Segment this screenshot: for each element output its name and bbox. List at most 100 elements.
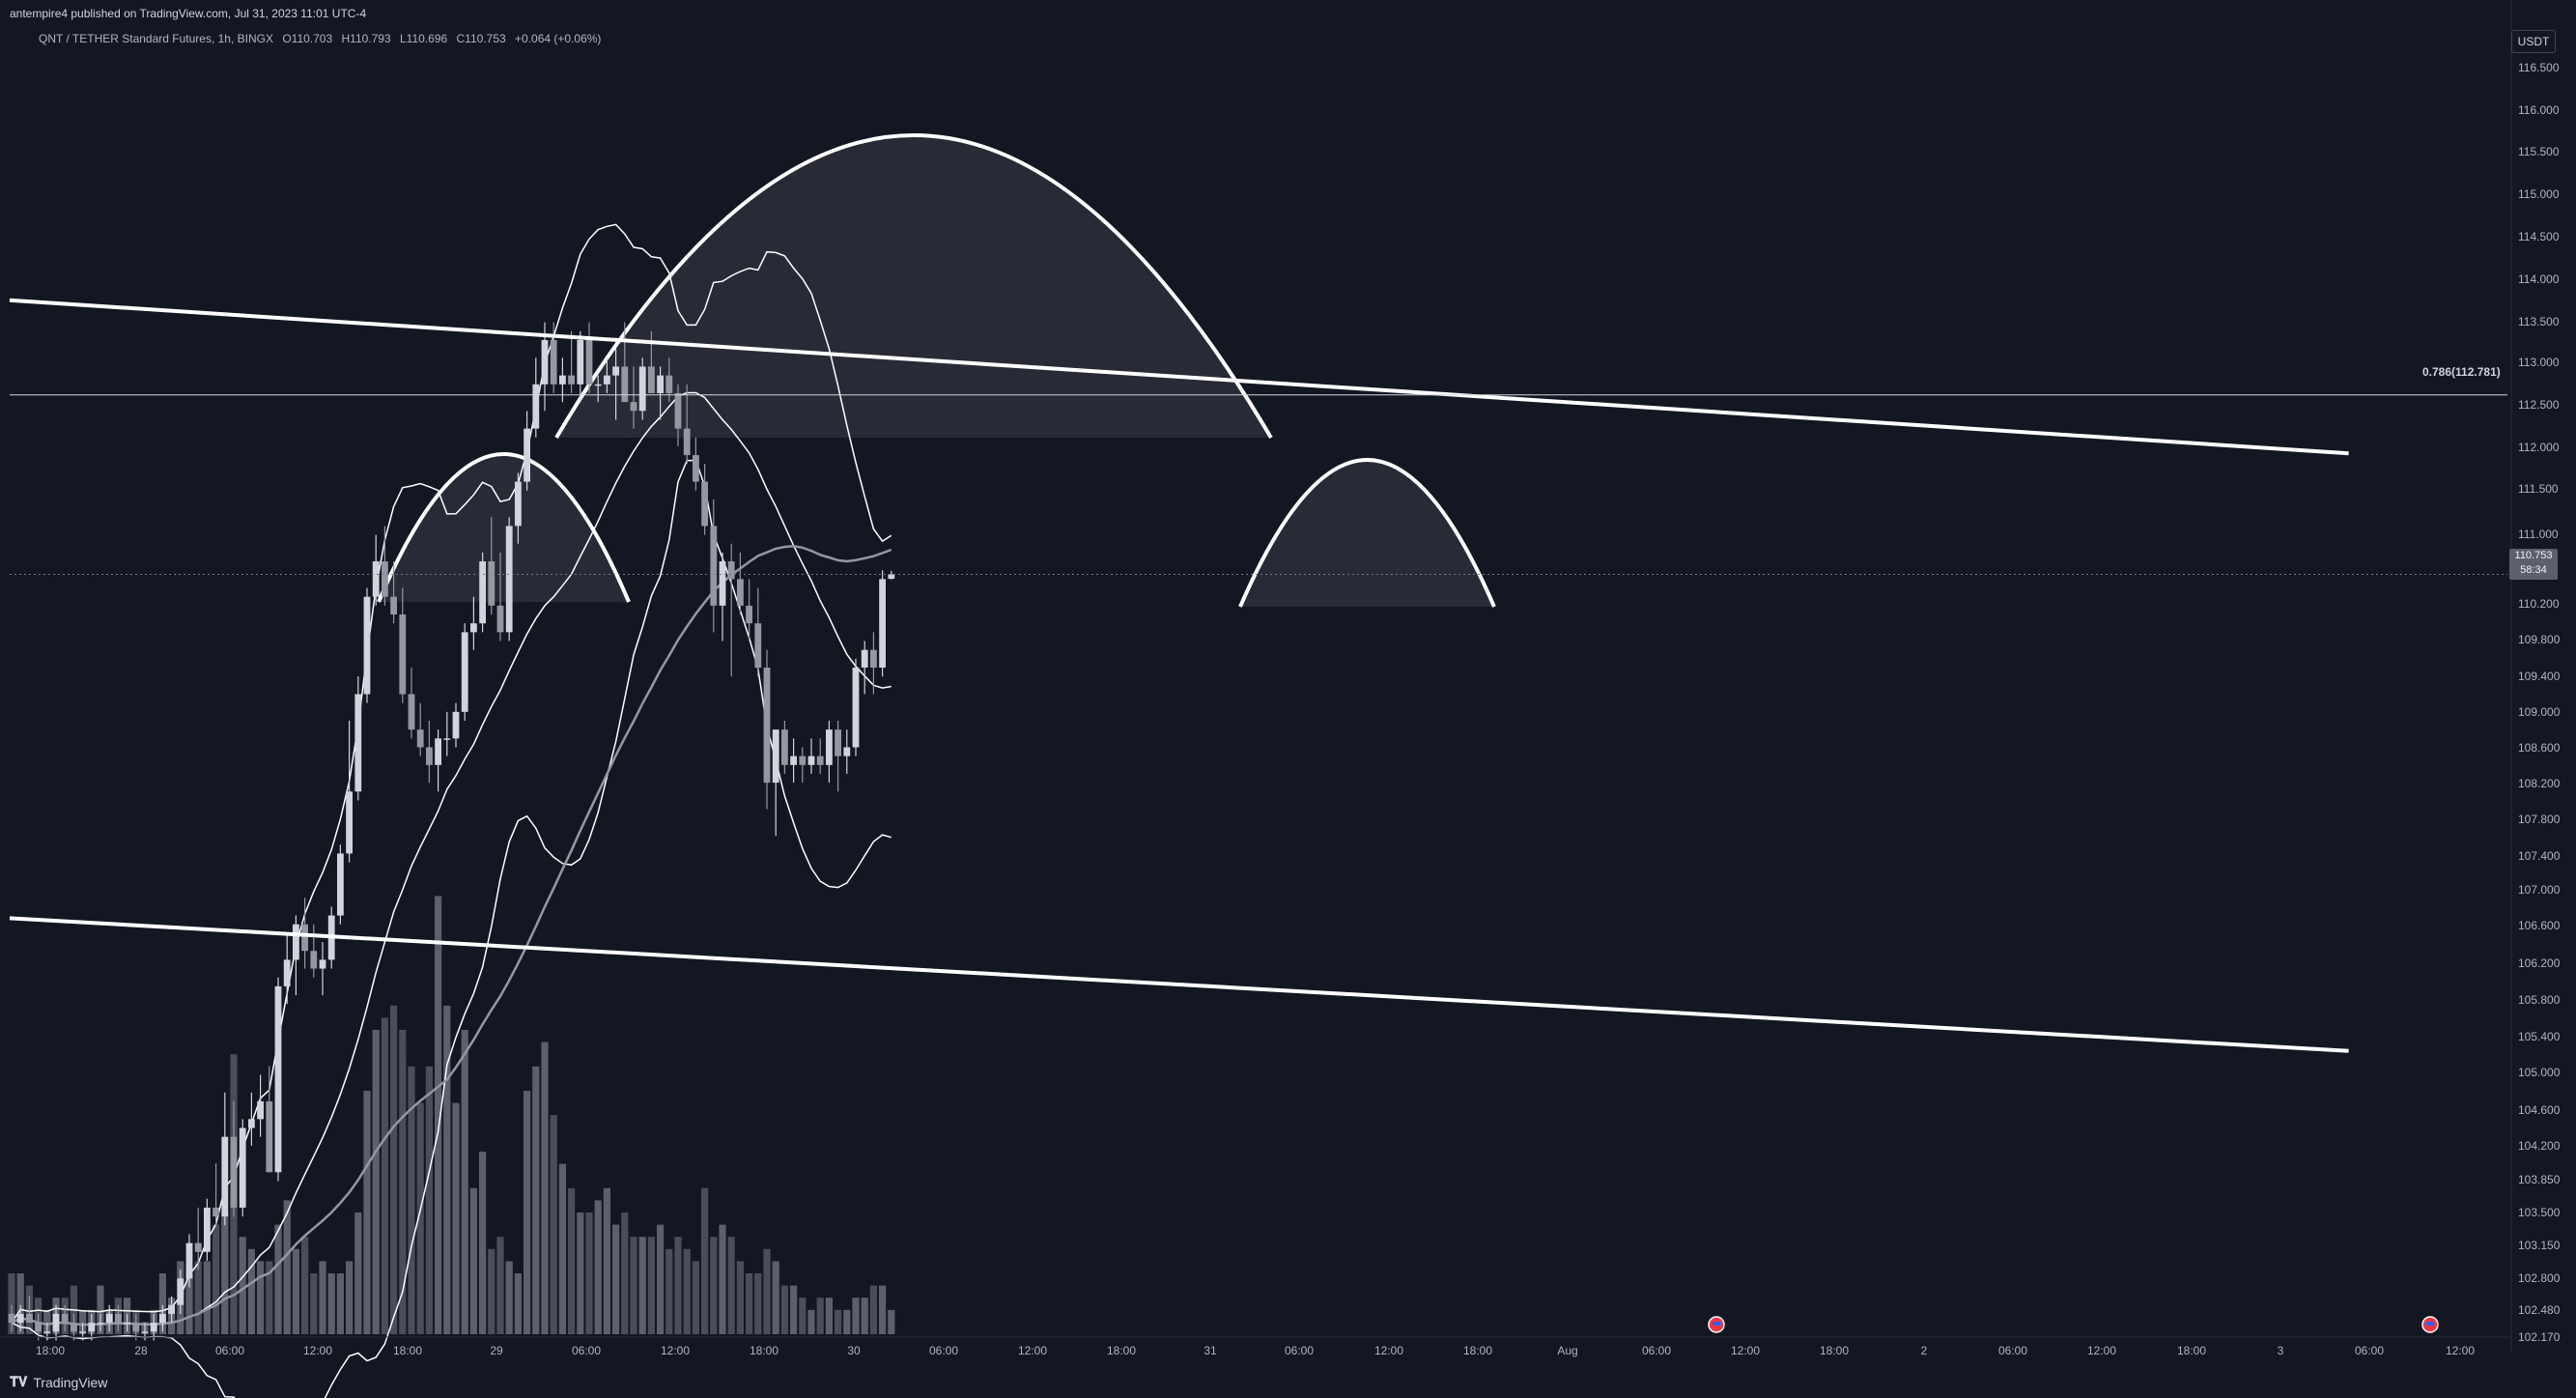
candle-body: [816, 756, 824, 765]
arc-shape-outline: [377, 452, 631, 603]
candle-body: [870, 649, 877, 669]
time-tick-label: 18:00: [2177, 1344, 2206, 1357]
volume-bar: [239, 1237, 246, 1334]
price-tick-label: 107.000: [2518, 883, 2561, 897]
price-tick-label: 107.400: [2518, 849, 2561, 863]
volume-bar: [435, 896, 442, 1334]
volume-bar: [825, 1298, 833, 1334]
candle-body: [461, 632, 468, 712]
candle-body: [710, 526, 718, 606]
volume-bar: [327, 1273, 335, 1334]
candle-body: [257, 1101, 264, 1120]
volume-bar: [665, 1248, 673, 1334]
candlesticks: [8, 322, 895, 1341]
candle-body: [372, 561, 380, 597]
legend-symbol[interactable]: QNT / TETHER Standard Futures, 1h, BINGX: [39, 32, 273, 45]
volume-bar: [585, 1213, 593, 1334]
candle-body: [594, 384, 602, 386]
candle-body: [772, 729, 779, 784]
price-tick-label: 102.480: [2518, 1303, 2561, 1317]
price-tick-label: 104.600: [2518, 1103, 2561, 1117]
candle-body: [141, 1331, 149, 1333]
volume-bar: [861, 1298, 868, 1334]
volume-bar: [496, 1237, 504, 1334]
candle-body: [638, 366, 646, 412]
volume-bar: [416, 1102, 424, 1334]
indicator-lines: [11, 223, 892, 1398]
volume-bar: [390, 1005, 398, 1334]
candle-body: [470, 623, 477, 633]
volume-bar: [647, 1237, 655, 1334]
currency-unit-badge[interactable]: USDT: [2511, 30, 2556, 53]
candle-body: [835, 729, 841, 756]
volume-bar: [185, 1273, 193, 1334]
candle-body: [221, 1136, 229, 1217]
time-tick-label: 12:00: [1731, 1344, 1760, 1357]
volume-bar: [869, 1285, 877, 1334]
candle-body: [674, 392, 682, 429]
price-tick-label: 116.000: [2518, 103, 2560, 117]
volume-bar: [594, 1200, 602, 1334]
time-tick-label: 06:00: [572, 1344, 601, 1357]
trend-line: [9, 916, 2349, 1053]
volume-bar: [852, 1298, 860, 1334]
volume-bar: [488, 1248, 495, 1334]
volume-bar: [479, 1152, 487, 1334]
candle-body: [852, 668, 860, 748]
volume-bar: [266, 1261, 273, 1334]
candle-body: [524, 428, 530, 482]
volume-bar: [701, 1187, 709, 1334]
volume-bar: [532, 1066, 540, 1334]
time-tick-label: 18:00: [393, 1344, 422, 1357]
volume-bar: [158, 1273, 166, 1334]
volume-bar: [816, 1298, 824, 1334]
price-tick-label: 113.000: [2518, 356, 2560, 369]
volume-bar: [603, 1187, 610, 1334]
volume-bar: [799, 1298, 807, 1334]
price-tick-label: 105.400: [2518, 1030, 2561, 1043]
price-tick-label: 116.500: [2518, 61, 2560, 74]
candle-body: [630, 402, 637, 412]
candle-body: [435, 738, 441, 765]
price-tick-label: 113.500: [2518, 315, 2560, 328]
time-tick-label: 3: [2278, 1344, 2284, 1357]
candle-body: [194, 1242, 202, 1252]
volume-bar: [43, 1309, 51, 1334]
candle-body: [693, 455, 699, 482]
time-tick-label: 12:00: [1018, 1344, 1047, 1357]
time-tick-label: 2: [1921, 1344, 1928, 1357]
candle-body: [97, 1323, 104, 1325]
candle-body: [124, 1323, 130, 1325]
legend-low: L110.696: [400, 32, 448, 45]
candle-body: [43, 1331, 51, 1333]
candle-body: [132, 1323, 140, 1332]
last-price-value: 110.753: [2514, 550, 2553, 561]
time-tick-label: 18:00: [750, 1344, 778, 1357]
volume-bar: [754, 1273, 762, 1334]
volume-bar: [247, 1248, 255, 1334]
candle-body: [648, 366, 655, 393]
price-tick-label: 108.600: [2518, 741, 2561, 755]
candle-body: [496, 605, 504, 633]
price-tick-label: 102.800: [2518, 1271, 2561, 1285]
time-tick-label: 28: [134, 1344, 148, 1357]
volume-bar: [541, 1041, 549, 1334]
candle-body: [665, 375, 673, 393]
candle-body: [541, 339, 549, 385]
price-tick-label: 109.000: [2518, 705, 2561, 719]
candle-body: [319, 959, 326, 969]
price-tick-label: 110.200: [2518, 597, 2560, 611]
volume-bar: [719, 1224, 726, 1334]
volume-bar: [524, 1091, 531, 1334]
volume-bar: [461, 1030, 468, 1334]
candle-body: [382, 561, 388, 597]
candle-body: [488, 561, 495, 606]
time-tick-label: 30: [847, 1344, 861, 1357]
volume-bar: [621, 1213, 629, 1334]
volume-bar: [763, 1248, 771, 1334]
candle-body: [727, 561, 735, 580]
price-tick-label: 102.170: [2518, 1330, 2561, 1344]
candle-body: [52, 1313, 60, 1332]
volume-bar: [97, 1285, 104, 1334]
